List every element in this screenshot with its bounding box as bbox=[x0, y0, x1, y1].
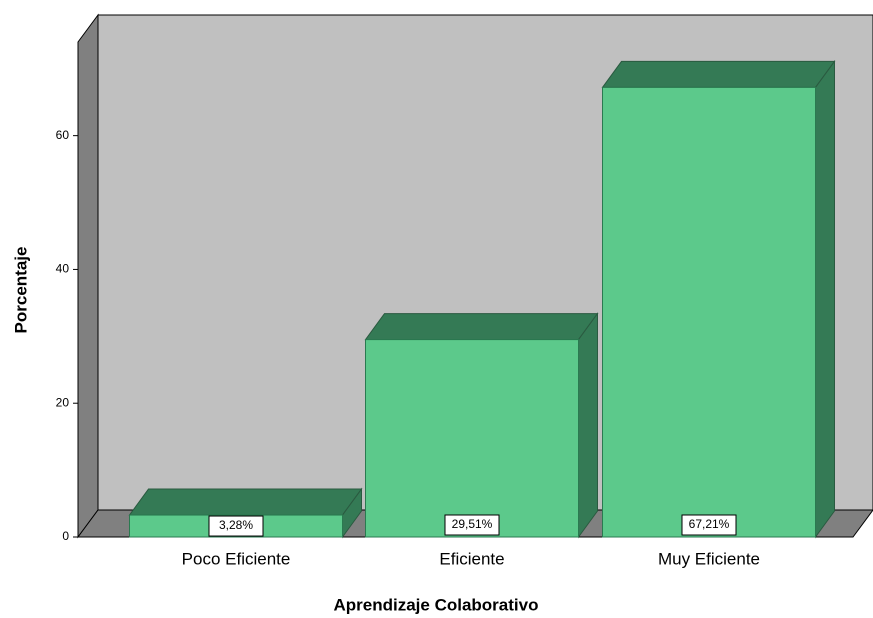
bar-front bbox=[602, 86, 816, 538]
y-tick-label: 40 bbox=[56, 262, 70, 276]
bar-side bbox=[578, 312, 598, 539]
bar bbox=[601, 59, 836, 539]
x-tick-label: Muy Eficiente bbox=[658, 549, 760, 568]
bar-side bbox=[815, 59, 835, 539]
value-label-box bbox=[208, 515, 264, 537]
bar bbox=[364, 312, 599, 539]
bar-top bbox=[601, 60, 836, 88]
y-tick-label: 60 bbox=[56, 128, 70, 142]
value-label: 3,28% bbox=[219, 518, 253, 532]
x-axis-label: Aprendizaje Colaborativo bbox=[334, 595, 539, 614]
value-label: 67,21% bbox=[689, 517, 730, 531]
bar-top bbox=[364, 313, 599, 341]
left-wall bbox=[77, 13, 99, 539]
x-tick-label: Poco Eficiente bbox=[182, 549, 291, 568]
value-label-box bbox=[444, 514, 500, 536]
value-label-box bbox=[681, 514, 737, 536]
bar-top bbox=[128, 488, 363, 516]
value-label: 29,51% bbox=[452, 517, 493, 531]
y-axis-label: Porcentaje bbox=[11, 247, 30, 334]
x-tick-label: Eficiente bbox=[439, 549, 504, 568]
y-tick-label: 20 bbox=[56, 395, 70, 409]
y-tick-label: 0 bbox=[62, 529, 69, 543]
bar-front bbox=[365, 339, 579, 538]
